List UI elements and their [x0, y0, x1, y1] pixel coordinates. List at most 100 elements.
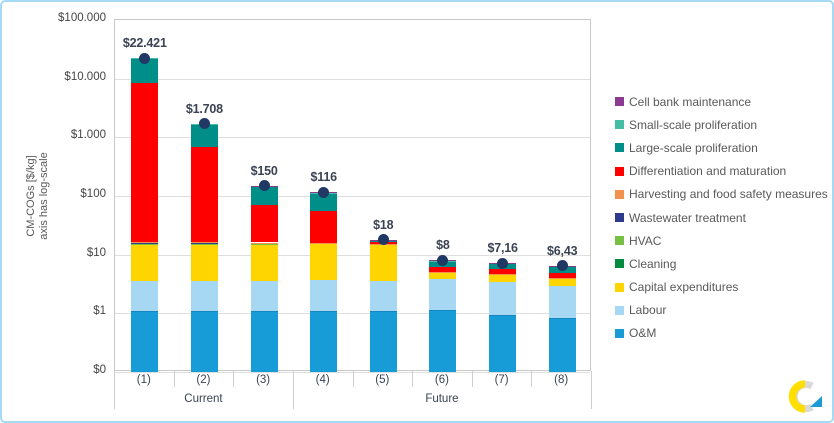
gridline — [115, 78, 590, 80]
bar-segment-o-m — [190, 310, 218, 372]
gridline — [115, 137, 590, 139]
bar-segment-differentiation-and-maturation — [489, 269, 517, 274]
bar-segment-o-m — [548, 318, 576, 372]
category-label: (4) — [315, 374, 330, 386]
legend-swatch-icon — [615, 97, 624, 107]
y-tick-label: $100 — [80, 188, 106, 200]
bar-total-label: $6,43 — [547, 243, 578, 258]
bar-segment-differentiation-and-maturation — [429, 267, 457, 272]
category-label: (8) — [554, 374, 569, 386]
bar-segment-labour — [131, 280, 159, 311]
total-marker-icon — [497, 257, 509, 269]
legend-item-label: Wastewater treatment — [629, 210, 746, 225]
bar-segment-cleaning — [131, 244, 159, 245]
category-label: (1) — [136, 374, 151, 386]
total-marker-icon — [556, 260, 568, 272]
legend-item-cleaning: Cleaning — [615, 252, 828, 275]
bar-segment-capital-expenditures — [190, 244, 218, 281]
legend-item-label: HVAC — [629, 233, 662, 248]
legend-item-label: Capital expenditures — [629, 280, 739, 295]
legend-swatch-icon — [615, 213, 624, 223]
total-marker-icon — [377, 234, 389, 246]
legend-item-cell-bank-maintenance: Cell bank maintenance — [615, 90, 828, 113]
legend-item-label: Differentiation and maturation — [629, 164, 787, 179]
bar-total-label: $22.421 — [122, 36, 167, 51]
legend-item-capital-expenditures: Capital expenditures — [615, 276, 828, 299]
bar-segment-differentiation-and-maturation — [131, 82, 159, 242]
bar-segment-differentiation-and-maturation — [310, 211, 338, 243]
category-label: (3) — [256, 374, 271, 386]
legend-swatch-icon — [615, 328, 624, 338]
bar-segment-o-m — [429, 309, 457, 372]
legend-swatch-icon — [615, 189, 624, 199]
bar-segment-capital-expenditures — [548, 278, 576, 287]
legend-item-label: Small-scale proliferation — [629, 117, 758, 132]
legend-swatch-icon — [615, 305, 624, 315]
legend-item-hvac: HVAC — [615, 229, 828, 252]
y-tick-label: $10 — [86, 246, 106, 259]
legend-item-label: Large-scale proliferation — [629, 140, 758, 155]
legend-item-differentiation-and-maturation: Differentiation and maturation — [615, 160, 828, 183]
category-tick — [233, 371, 235, 387]
swirl-logo-icon — [788, 380, 822, 413]
legend-item-label: Cell bank maintenance — [629, 94, 752, 109]
bar-segment-large-scale-proliferation — [250, 186, 278, 206]
bar-segment-labour — [250, 280, 278, 311]
bar-total-label: $1.708 — [185, 101, 223, 116]
category-tick — [173, 371, 175, 387]
bar-segment-cleaning — [190, 244, 218, 245]
legend-swatch-icon — [615, 282, 624, 292]
legend-swatch-icon — [615, 166, 624, 176]
category-label: (5) — [375, 374, 390, 386]
bar-segment-wastewater-treatment — [190, 242, 218, 244]
category-tick — [352, 371, 354, 387]
group-separator — [292, 371, 294, 409]
bar-segment-labour — [429, 279, 457, 310]
bar-total-label: $7,16 — [487, 241, 518, 256]
total-marker-icon — [198, 118, 210, 130]
legend-item-label: Harvesting and food safety measures — [629, 187, 828, 202]
bar-segment-o-m — [131, 310, 159, 372]
bar-segment-differentiation-and-maturation — [190, 147, 218, 242]
legend-swatch-icon — [615, 236, 624, 246]
bar-segment-labour — [190, 280, 218, 311]
bar-segment-hvac — [190, 243, 218, 244]
bar-segment-labour — [310, 280, 338, 311]
y-tick-label: $0 — [93, 364, 106, 376]
bar-segment-wastewater-treatment — [131, 242, 159, 244]
legend: Cell bank maintenance Small-scale prolife… — [615, 90, 828, 345]
category-label: (2) — [196, 374, 211, 386]
bar-segment-large-scale-proliferation — [190, 123, 218, 148]
legend-item-wastewater-treatment: Wastewater treatment — [615, 206, 828, 229]
legend-swatch-icon — [615, 120, 624, 130]
bar-segment-o-m — [310, 310, 338, 372]
bar-segment-capital-expenditures — [369, 244, 397, 281]
bar-segment-capital-expenditures — [310, 243, 338, 281]
category-tick — [531, 371, 533, 387]
bar-segment-labour — [369, 280, 397, 311]
y-tick-label: $100.000 — [58, 12, 106, 24]
bar-segment-capital-expenditures — [250, 244, 278, 281]
group-label: Current — [184, 393, 223, 405]
group-separator — [114, 371, 115, 409]
legend-item-labour: Labour — [615, 299, 828, 322]
bar-segment-harvesting-and-food-safety-measures — [250, 242, 278, 244]
group-separator — [591, 371, 592, 409]
bar-segment-o-m — [250, 310, 278, 372]
bar-total-label: $150 — [250, 163, 278, 178]
bar-segment-differentiation-and-maturation — [548, 273, 576, 278]
legend-item-label: Cleaning — [629, 256, 677, 271]
group-label: Future — [425, 393, 459, 405]
bar-segment-harvesting-and-food-safety-measures — [131, 241, 159, 243]
legend-swatch-icon — [615, 259, 624, 269]
bar-segment-harvesting-and-food-safety-measures — [190, 241, 218, 243]
bar-segment-wastewater-treatment — [250, 243, 278, 244]
bar-segment-hvac — [131, 243, 159, 244]
y-tick-label: $10.000 — [64, 70, 106, 83]
bar-total-label: $116 — [310, 170, 338, 185]
legend-item-large-scale-proliferation: Large-scale proliferation — [615, 136, 828, 159]
bar-segment-capital-expenditures — [429, 272, 457, 280]
y-tick-label: $1.000 — [70, 129, 106, 142]
bar-total-label: $8 — [436, 238, 450, 253]
legend-item-label: Labour — [629, 303, 667, 318]
